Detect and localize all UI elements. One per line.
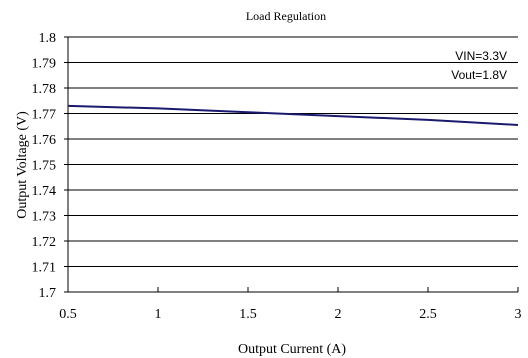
x-tick-labels: 0.5 1 1.5 2 2.5 3 — [59, 307, 521, 322]
x-tick-label: 2 — [335, 307, 342, 322]
x-tick-label: 0.5 — [59, 307, 77, 322]
y-tick-label: 1.73 — [32, 210, 57, 225]
series-group — [67, 104, 519, 126]
grid-lines — [68, 36, 518, 267]
x-tick-label: 1 — [155, 307, 162, 322]
x-tick-label: 1.5 — [239, 307, 257, 322]
y-tick-label: 1.79 — [32, 57, 57, 72]
y-tick-label: 1.72 — [32, 235, 57, 250]
y-tick-label: 1.7 — [39, 286, 57, 301]
axes — [64, 36, 519, 293]
x-tick-label: 3 — [515, 307, 522, 322]
y-tick-label: 1.75 — [32, 159, 57, 174]
y-tick-label: 1.76 — [32, 133, 57, 148]
annotation-vin: VIN=3.3V — [455, 49, 507, 63]
y-tick-label: 1.78 — [32, 82, 57, 97]
series-line — [67, 104, 519, 126]
x-tick-label: 2.5 — [419, 307, 437, 322]
y-tick-label: 1.71 — [32, 261, 57, 276]
y-tick-label: 1.77 — [32, 108, 57, 123]
y-tick-labels: 1.7 1.71 1.72 1.73 1.74 1.75 1.76 1.77 1.78 1.79 1… — [32, 31, 57, 301]
x-axis-label: Output Current (A) — [238, 342, 346, 357]
y-axis-label: Output Voltage (V) — [15, 111, 30, 219]
chart-title: Load Regulation — [246, 9, 326, 23]
annotation-vout: Vout=1.8V — [451, 68, 507, 82]
y-tick-label: 1.8 — [39, 31, 57, 46]
y-tick-label: 1.74 — [32, 184, 57, 199]
